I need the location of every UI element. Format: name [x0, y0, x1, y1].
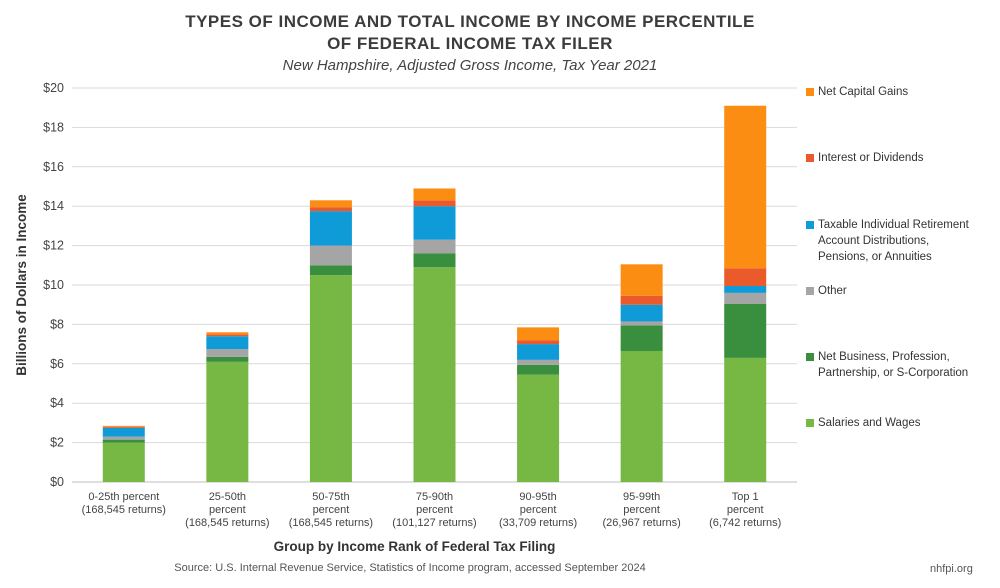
- legend-label-interest-dividends: Interest or Dividends: [818, 152, 924, 164]
- x-tick-label: Top 1: [732, 491, 759, 503]
- legend-label-salaries-wages: Salaries and Wages: [818, 417, 921, 429]
- y-tick-label: $18: [43, 120, 64, 134]
- bar-segment: [102, 427, 145, 437]
- bar-segment: [102, 439, 145, 443]
- x-axis-title: Group by Income Rank of Federal Tax Fili…: [274, 539, 556, 554]
- bar-segment: [102, 426, 145, 428]
- y-tick-label: $20: [43, 81, 64, 95]
- x-tick-label: (168,545 returns): [185, 517, 269, 529]
- x-tick-label: percent: [416, 504, 453, 516]
- bar-segment: [413, 253, 456, 268]
- bar-segment: [413, 200, 456, 207]
- y-tick-label: $0: [50, 475, 64, 489]
- y-tick-label: $6: [50, 357, 64, 371]
- bar-segment: [309, 207, 352, 212]
- bar-segment: [413, 206, 456, 240]
- y-tick-label: $10: [43, 278, 64, 292]
- legend-swatch-net-capital-gains: [806, 88, 814, 96]
- source-note: Source: U.S. Internal Revenue Service, S…: [174, 562, 646, 574]
- bar-segment: [517, 344, 560, 360]
- legend-swatch-net-business: [806, 353, 814, 361]
- bar-segment: [517, 374, 560, 482]
- bar-segment: [724, 303, 767, 358]
- bar-segment: [724, 105, 767, 269]
- y-axis-title: Billions of Dollars in Income: [14, 194, 29, 376]
- x-tick-label: (33,709 returns): [499, 517, 577, 529]
- bar-segment: [413, 188, 456, 201]
- bar-segment: [206, 332, 249, 335]
- y-tick-label: $8: [50, 317, 64, 331]
- y-tick-label: $12: [43, 239, 64, 253]
- bar-segment: [102, 436, 145, 440]
- bar-segment: [309, 245, 352, 266]
- legend-swatch-other: [806, 287, 814, 295]
- x-tick-label: percent: [623, 504, 660, 516]
- bar-segment: [309, 265, 352, 276]
- bar-segment: [724, 292, 767, 304]
- x-tick-label: percent: [727, 504, 764, 516]
- x-tick-label: 50-75th: [312, 491, 349, 503]
- chart-title-line-2: OF FEDERAL INCOME TAX FILER: [327, 34, 613, 53]
- chart-title-line-1: TYPES OF INCOME AND TOTAL INCOME BY INCO…: [185, 12, 755, 31]
- bar-segment: [620, 325, 663, 351]
- bar-segment: [724, 357, 767, 482]
- bar-segment: [620, 321, 663, 326]
- bar-segment: [309, 275, 352, 482]
- bar-segment: [206, 361, 249, 482]
- y-tick-label: $14: [43, 199, 64, 213]
- bar-segment: [206, 334, 249, 337]
- bar-segment: [517, 364, 560, 375]
- chart-subtitle: New Hampshire, Adjusted Gross Income, Ta…: [282, 57, 658, 74]
- x-tick-label: 95-99th: [623, 491, 660, 503]
- x-tick-label: 90-95th: [519, 491, 556, 503]
- bar-segment: [517, 340, 560, 345]
- legend-swatch-retirement-distributions: [806, 221, 814, 229]
- legend-swatch-interest-dividends: [806, 154, 814, 162]
- bar-segment: [620, 304, 663, 322]
- x-tick-label: percent: [313, 504, 350, 516]
- legend-label-net-business: Net Business, Profession, Partnership, o…: [818, 351, 969, 379]
- bar-segment: [309, 211, 352, 246]
- bar-segment: [620, 295, 663, 305]
- x-tick-label: 0-25th percent: [88, 491, 159, 503]
- y-tick-label: $4: [50, 396, 64, 410]
- legend-swatch-salaries-wages: [806, 419, 814, 427]
- bar-segment: [620, 264, 663, 296]
- bar-segment: [517, 327, 560, 341]
- site-credit: nhfpi.org: [930, 563, 973, 575]
- x-tick-label: 25-50th: [209, 491, 246, 503]
- bar-segment: [206, 349, 249, 357]
- bar-segment: [309, 200, 352, 208]
- bar-segment: [413, 267, 456, 482]
- bar-segment: [724, 285, 767, 293]
- x-tick-label: (168,545 returns): [82, 504, 166, 516]
- legend-label-net-capital-gains: Net Capital Gains: [818, 86, 909, 98]
- bar-segment: [620, 350, 663, 482]
- x-tick-label: 75-90th: [416, 491, 453, 503]
- bar-segment: [102, 425, 145, 427]
- bar-segment: [102, 442, 145, 482]
- x-tick-label: percent: [520, 504, 557, 516]
- x-tick-label: (101,127 returns): [392, 517, 476, 529]
- x-tick-label: percent: [209, 504, 246, 516]
- x-tick-label: (168,545 returns): [289, 517, 373, 529]
- bar-segment: [206, 356, 249, 362]
- legend-label-other: Other: [818, 285, 847, 297]
- bar-segment: [206, 336, 249, 350]
- y-tick-label: $2: [50, 436, 64, 450]
- bar-segment: [724, 268, 767, 286]
- x-tick-label: (26,967 returns): [603, 517, 681, 529]
- bar-segment: [517, 359, 560, 365]
- legend-label-retirement-distributions: Taxable Individual Retirement Account Di…: [818, 219, 969, 263]
- bar-segment: [413, 239, 456, 254]
- y-tick-label: $16: [43, 160, 64, 174]
- x-tick-label: (6,742 returns): [709, 517, 781, 529]
